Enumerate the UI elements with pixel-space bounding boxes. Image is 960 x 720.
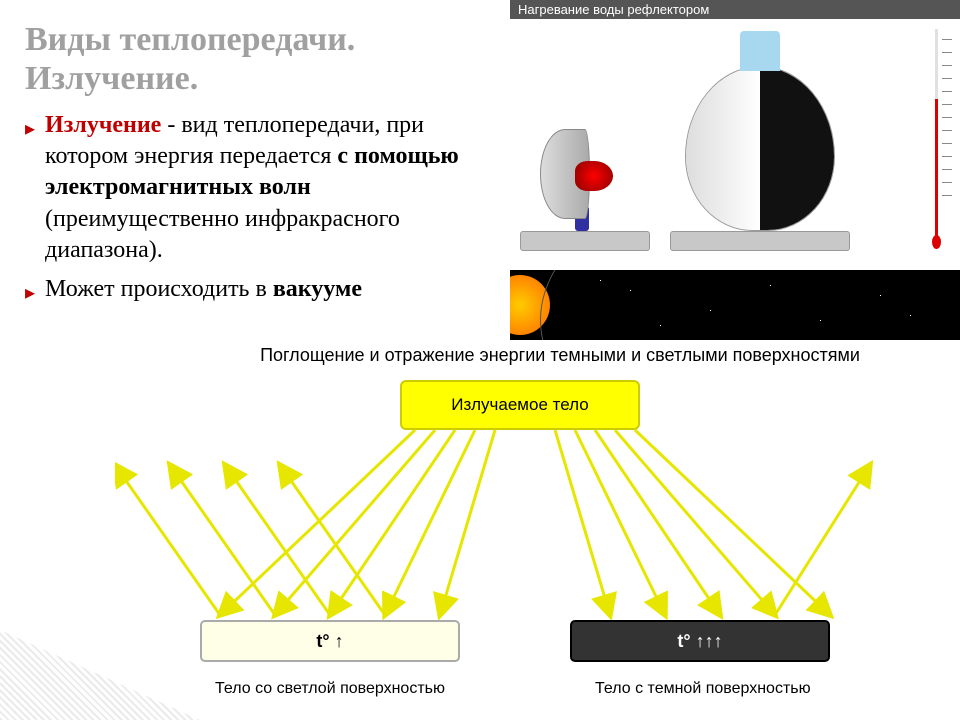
space-illustration bbox=[510, 270, 960, 340]
flask bbox=[685, 31, 835, 231]
dark-surface-body: t° ↑↑↑ bbox=[570, 620, 830, 662]
orbit-path bbox=[540, 270, 960, 340]
corner-decoration bbox=[0, 630, 200, 720]
heater-coil bbox=[575, 161, 613, 191]
bullet-text: Может происходить в вакууме bbox=[45, 274, 362, 305]
emitting-body-box: Излучаемое тело bbox=[400, 380, 640, 430]
dark-body-caption: Тело с темной поверхностью bbox=[595, 680, 811, 698]
light-surface-body: t° ↑ bbox=[200, 620, 460, 662]
diagram-title: Поглощение и отражение энергии темными и… bbox=[200, 345, 920, 366]
bullet-list: ▸ Излучение - вид теплопередачи, при кот… bbox=[25, 110, 485, 313]
bullet-item: ▸ Может происходить в вакууме bbox=[25, 274, 485, 305]
illustration-banner: Нагревание воды рефлектором bbox=[510, 0, 960, 19]
flask-dark-side bbox=[760, 67, 834, 230]
title-line-1: Виды теплопередачи. bbox=[25, 20, 355, 59]
flask-neck bbox=[740, 31, 780, 71]
light-body-caption: Тело со светлой поверхностью bbox=[215, 680, 445, 698]
bullet-text: Излучение - вид теплопередачи, при котор… bbox=[45, 110, 485, 266]
reflector-illustration: Нагревание воды рефлектором bbox=[510, 0, 960, 260]
title-line-2: Излучение. bbox=[25, 59, 355, 98]
flask-light-side bbox=[686, 67, 760, 230]
reflector-base bbox=[520, 231, 650, 251]
term-radiation: Излучение bbox=[45, 112, 161, 138]
rays-diagram bbox=[115, 405, 915, 635]
reflector-scene bbox=[510, 19, 960, 259]
bullet-item: ▸ Излучение - вид теплопередачи, при кот… bbox=[25, 110, 485, 266]
thermometer bbox=[924, 29, 952, 259]
flask-base bbox=[670, 231, 850, 251]
slide-title: Виды теплопередачи. Излучение. bbox=[25, 20, 355, 98]
bullet-marker-icon: ▸ bbox=[25, 280, 35, 305]
bullet-marker-icon: ▸ bbox=[25, 116, 35, 141]
